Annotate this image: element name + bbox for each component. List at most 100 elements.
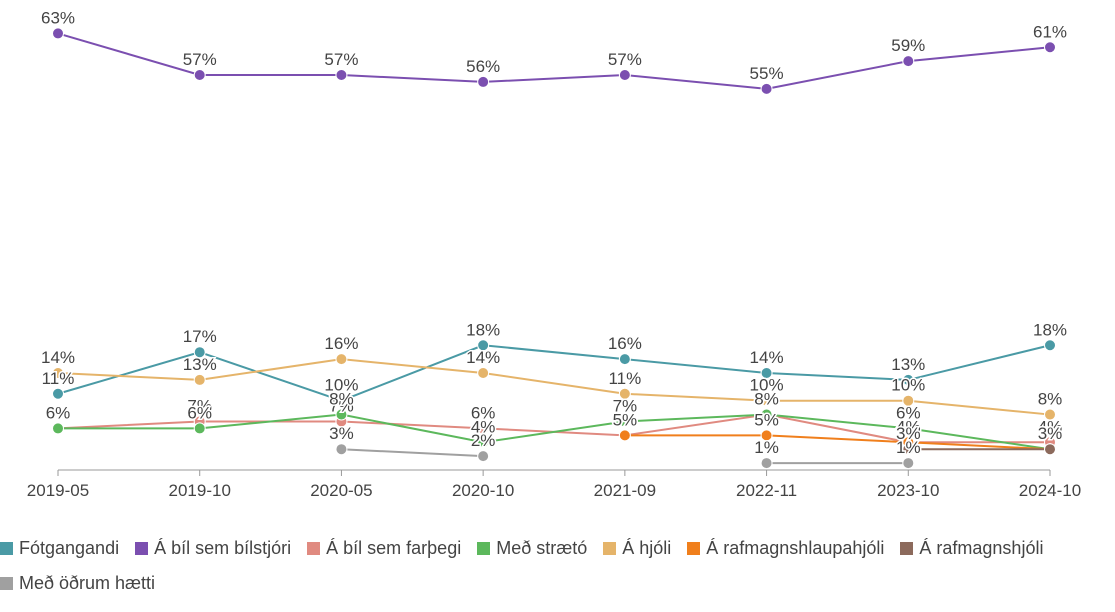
legend-label: Á bíl sem farþegi xyxy=(326,538,462,558)
data-point xyxy=(193,68,206,81)
series-line xyxy=(57,32,1051,90)
data-point xyxy=(618,415,631,428)
data-label: 16% xyxy=(608,334,642,353)
data-point xyxy=(1044,339,1056,352)
legend-item: Á rafmagnshlaupahjóli xyxy=(687,538,884,559)
data-point xyxy=(477,422,490,435)
data-point xyxy=(902,457,915,470)
data-point xyxy=(618,387,631,400)
legend-swatch xyxy=(603,542,617,555)
data-point xyxy=(760,457,773,470)
data-label: 5% xyxy=(613,410,638,429)
data-point xyxy=(52,27,64,40)
data-label: 10% xyxy=(324,376,358,395)
legend-swatch xyxy=(477,542,491,555)
data-point xyxy=(760,429,773,442)
data-label: 1% xyxy=(896,438,921,457)
data-point xyxy=(193,373,206,386)
x-tick-label: 2019-05 xyxy=(27,481,89,500)
data-label: 56% xyxy=(466,57,500,76)
legend-label: Á rafmagnshjóli xyxy=(919,538,1044,558)
data-label: 4% xyxy=(896,417,921,436)
legend-label: Fótgangandi xyxy=(19,538,120,558)
data-label: 11% xyxy=(608,369,641,388)
chart: 2019-05 2019-10 2020-05 2020-10 2021-09 2022-… xyxy=(27,7,1081,500)
x-tick-label: 2020-10 xyxy=(452,481,514,500)
legend-item: Á bíl sem bílstjóri xyxy=(135,538,291,559)
data-label: 13% xyxy=(183,355,217,374)
data-label: 59% xyxy=(891,36,925,55)
data-label: 1% xyxy=(754,438,779,457)
legend-item: Með öðrum hætti xyxy=(0,573,155,594)
data-label: 7% xyxy=(613,396,638,415)
data-point xyxy=(335,353,348,366)
legend-label: Á hjóli xyxy=(622,538,672,558)
series-line xyxy=(341,448,484,458)
data-label: 10% xyxy=(891,376,925,395)
data-point xyxy=(902,373,915,386)
data-point xyxy=(477,339,490,352)
legend-swatch xyxy=(0,542,13,555)
data-label: 7% xyxy=(329,396,354,415)
data-label: 13% xyxy=(891,355,925,374)
data-label: 4% xyxy=(471,417,496,436)
data-point xyxy=(477,450,490,463)
x-tick-label: 2023-10 xyxy=(877,481,939,500)
data-label: 4% xyxy=(896,417,921,436)
data-point xyxy=(760,394,773,407)
data-point xyxy=(52,422,64,435)
data-label: 3% xyxy=(1038,424,1063,443)
data-label: 6% xyxy=(46,403,71,422)
data-label: 8% xyxy=(754,390,779,409)
data-label: 8% xyxy=(754,390,779,409)
x-tick-label: 2019-10 xyxy=(169,481,231,500)
data-point xyxy=(760,82,773,95)
data-point xyxy=(760,408,773,421)
legend-swatch xyxy=(135,542,149,555)
data-label: 55% xyxy=(750,64,784,83)
legend-swatch xyxy=(0,577,13,590)
data-label: 8% xyxy=(329,390,354,409)
data-label: 57% xyxy=(324,50,358,69)
x-tick-label: 2024-10 xyxy=(1019,481,1081,500)
data-label: 7% xyxy=(187,396,212,415)
data-point xyxy=(902,443,915,456)
legend-label: Með öðrum hætti xyxy=(19,573,156,593)
data-label: 3% xyxy=(329,424,354,443)
data-label: 18% xyxy=(466,320,500,339)
data-label: 3% xyxy=(1038,424,1063,443)
data-label: 8% xyxy=(1038,390,1063,409)
data-label: 4% xyxy=(1038,417,1063,436)
data-label: 6% xyxy=(46,403,71,422)
data-point xyxy=(1044,408,1056,421)
legend-item: Á hjóli xyxy=(603,538,671,559)
data-point xyxy=(618,68,631,81)
data-point xyxy=(193,346,206,359)
data-point xyxy=(1044,41,1056,54)
legend-item: Með strætó xyxy=(477,538,587,559)
legend: Fótgangandi Á bíl sem bílstjóri Á bíl sem … xyxy=(0,538,1100,594)
data-label: 14% xyxy=(466,348,500,367)
data-label: 57% xyxy=(183,50,217,69)
data-label: 14% xyxy=(41,348,75,367)
legend-label: Með strætó xyxy=(496,538,588,558)
data-label: 17% xyxy=(183,327,217,346)
data-label: 6% xyxy=(471,403,496,422)
data-label: 63% xyxy=(41,8,75,27)
data-point xyxy=(335,408,348,421)
legend-label: Á bíl sem bílstjóri xyxy=(154,538,292,558)
data-point xyxy=(902,394,915,407)
data-label: 16% xyxy=(324,334,358,353)
data-point xyxy=(902,55,915,68)
data-label: 6% xyxy=(896,403,921,422)
data-point xyxy=(1044,443,1056,456)
data-label: 18% xyxy=(1033,320,1067,339)
data-label: 3% xyxy=(1038,424,1063,443)
x-tick-label: 2020-05 xyxy=(310,481,372,500)
data-point xyxy=(52,366,64,379)
legend-item: Á bíl sem farþegi xyxy=(307,538,461,559)
legend-swatch xyxy=(687,542,701,555)
data-label: 5% xyxy=(754,410,779,429)
data-point xyxy=(52,387,64,400)
data-point xyxy=(335,68,348,81)
